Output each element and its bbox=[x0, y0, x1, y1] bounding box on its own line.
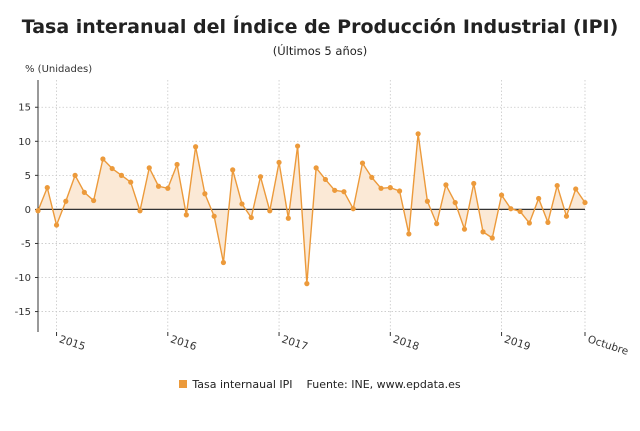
data-point bbox=[44, 185, 50, 191]
y-tick-label: -15 bbox=[15, 307, 31, 318]
data-point bbox=[489, 235, 495, 241]
data-point bbox=[35, 208, 41, 214]
data-point bbox=[582, 199, 588, 206]
data-point bbox=[220, 259, 227, 266]
data-point bbox=[72, 172, 78, 178]
chart-title: Tasa interanual del Índice de Producción… bbox=[21, 16, 619, 38]
data-point bbox=[81, 189, 87, 195]
data-point bbox=[100, 156, 106, 162]
data-point bbox=[53, 222, 60, 228]
y-tick-label: 0 bbox=[25, 205, 31, 216]
data-point bbox=[230, 167, 236, 173]
chart-subtitle: (Últimos 5 años) bbox=[272, 44, 368, 58]
data-point bbox=[341, 189, 347, 195]
axis-layer bbox=[35, 80, 586, 336]
y-tick-label: -10 bbox=[15, 273, 31, 284]
data-point bbox=[471, 180, 477, 187]
data-point bbox=[424, 198, 430, 204]
data-point bbox=[508, 206, 514, 212]
data-point-layer bbox=[35, 131, 588, 287]
data-point bbox=[174, 161, 180, 168]
data-point bbox=[545, 219, 551, 225]
y-tick-label: 15 bbox=[18, 103, 31, 114]
x-tick-label: 2015 bbox=[58, 333, 87, 353]
data-point bbox=[573, 186, 579, 192]
data-point bbox=[461, 226, 468, 232]
y-tick-label: 10 bbox=[18, 137, 31, 148]
legend: Tasa internaual IPI Fuente: INE, www.epda… bbox=[0, 378, 640, 391]
legend-swatch bbox=[179, 380, 188, 388]
data-point bbox=[443, 182, 449, 188]
data-point bbox=[118, 172, 125, 178]
data-point bbox=[155, 183, 162, 189]
data-point bbox=[285, 215, 291, 221]
x-tick-label: Octubre bbox=[586, 333, 630, 357]
data-point bbox=[480, 229, 486, 235]
y-axis-label: % (Unidades) bbox=[25, 64, 93, 75]
data-point bbox=[183, 212, 189, 218]
data-point bbox=[248, 214, 254, 221]
data-point bbox=[369, 174, 375, 180]
data-point bbox=[406, 231, 412, 237]
data-point bbox=[313, 165, 319, 171]
data-point bbox=[452, 199, 458, 206]
data-point bbox=[434, 221, 440, 227]
data-point bbox=[211, 213, 217, 219]
data-point bbox=[294, 143, 301, 149]
data-point bbox=[91, 197, 97, 204]
data-point bbox=[563, 213, 570, 219]
data-point bbox=[193, 144, 199, 150]
data-point bbox=[396, 188, 403, 194]
data-point bbox=[498, 192, 505, 198]
data-point bbox=[554, 182, 560, 189]
data-point bbox=[304, 281, 310, 287]
y-tick-label: -5 bbox=[21, 239, 31, 250]
data-point bbox=[257, 174, 264, 180]
y-tick-label: 5 bbox=[25, 171, 31, 182]
data-point bbox=[322, 176, 329, 183]
data-point bbox=[63, 198, 69, 204]
data-point bbox=[137, 208, 143, 214]
legend-series-name: Tasa internaual IPI bbox=[192, 378, 293, 391]
data-point bbox=[128, 179, 134, 185]
data-point bbox=[415, 131, 421, 137]
data-point bbox=[239, 201, 245, 207]
data-point bbox=[267, 208, 273, 214]
source-note: Fuente: INE, www.epdata.es bbox=[306, 378, 461, 391]
data-point bbox=[350, 206, 356, 212]
data-point bbox=[536, 195, 542, 202]
data-point bbox=[202, 191, 208, 197]
data-point bbox=[332, 187, 338, 193]
area-fill-layer bbox=[38, 133, 585, 284]
data-point bbox=[109, 165, 115, 172]
data-point bbox=[526, 220, 532, 226]
x-tick-label: 2016 bbox=[169, 333, 198, 353]
series-area bbox=[38, 133, 585, 284]
x-tick-label: 2018 bbox=[391, 333, 420, 353]
data-point bbox=[165, 185, 171, 191]
data-point bbox=[387, 185, 393, 191]
data-point bbox=[146, 165, 152, 171]
x-tick-label: 2017 bbox=[280, 333, 309, 353]
data-point bbox=[276, 159, 282, 166]
data-point bbox=[517, 208, 523, 215]
x-tick-label: 2019 bbox=[503, 333, 532, 353]
data-point bbox=[378, 185, 384, 191]
data-point bbox=[359, 160, 366, 166]
